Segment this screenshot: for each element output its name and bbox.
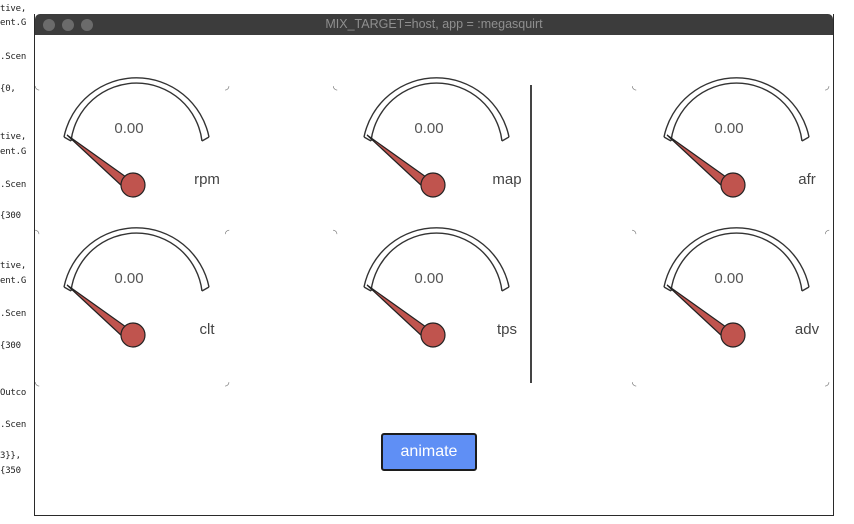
gauge-value: 0.00 [114,120,144,137]
cell-corner-marker: ◟ [632,376,637,388]
close-window-button[interactable] [43,19,55,31]
cell-corner-marker: ◞ [225,80,230,92]
terminal-line: .Scen [0,309,27,319]
cell-corner-marker: ◟ [333,80,338,92]
title-bar[interactable]: MIX_TARGET=host, app = :megasquirt [35,14,833,35]
cell-corner-marker: ◟ [35,376,40,388]
gauge-dial-icon [63,227,210,348]
gauge-value: 0.00 [414,270,444,287]
gauge-value: 0.00 [414,120,444,137]
terminal-line: .Scen [0,420,27,430]
terminal-line: {350 [0,466,21,476]
cell-corner-marker: ◝ [333,228,338,240]
terminal-line: .Scen [0,180,27,190]
terminal-line: Outco [0,388,27,398]
cell-corner-marker: ◝ [35,228,40,240]
column-divider [530,85,532,383]
gauge-value: 0.00 [714,120,744,137]
terminal-line: ent.G [0,18,27,28]
animate-button[interactable]: animate [381,433,477,471]
gauge-clt: 0.00 clt [37,227,237,385]
gauge-label: afr [798,171,816,188]
terminal-line: {0, [0,84,16,94]
gauge-label: rpm [194,171,220,188]
gauge-map: 0.00 map [337,77,537,235]
gauge-afr: 0.00 afr [637,77,837,235]
terminal-line: {300 [0,211,21,221]
gauge-dial-icon [363,227,510,348]
gauge-rpm: 0.00 rpm [37,77,237,235]
terminal-line: 3}}, [0,451,21,461]
cell-corner-marker: ◞ [825,80,830,92]
cell-corner-marker: ◞ [225,376,230,388]
gauge-panel: 0.00 rpm 0.00 map [35,35,833,516]
gauge-dial-icon [663,77,810,198]
cell-corner-marker: ◟ [632,80,637,92]
gauge-label: map [492,171,522,188]
gauge-dial-icon [663,227,810,348]
gauge-label: adv [794,321,820,338]
background-terminal: tive, ent.G .Scen {0, tive, ent.G .Scen … [0,0,40,524]
gauge-label: clt [199,321,215,338]
gauge-label: tps [496,321,517,338]
app-window: MIX_TARGET=host, app = :megasquirt 0.00 … [34,14,834,516]
terminal-line: tive, [0,261,27,271]
maximize-window-button[interactable] [81,19,93,31]
terminal-line: {300 [0,341,21,351]
terminal-line: ent.G [0,276,27,286]
terminal-line: ent.G [0,147,27,157]
cell-corner-marker: ◜ [825,228,830,240]
terminal-line: tive, [0,4,27,14]
gauge-adv: 0.00 adv [637,227,837,385]
cell-corner-marker: ◞ [825,376,830,388]
gauge-value: 0.00 [114,270,144,287]
cell-corner-marker: ◝ [632,228,637,240]
gauge-tps: 0.00 tps [337,227,537,385]
cell-corner-marker: ◟ [35,80,40,92]
terminal-line: .Scen [0,52,27,62]
gauge-value: 0.00 [714,270,744,287]
gauge-dial-icon [363,77,510,198]
gauge-dial-icon [63,77,210,198]
terminal-line: tive, [0,132,27,142]
minimize-window-button[interactable] [62,19,74,31]
cell-corner-marker: ◜ [225,228,230,240]
window-title: MIX_TARGET=host, app = :megasquirt [325,17,543,31]
